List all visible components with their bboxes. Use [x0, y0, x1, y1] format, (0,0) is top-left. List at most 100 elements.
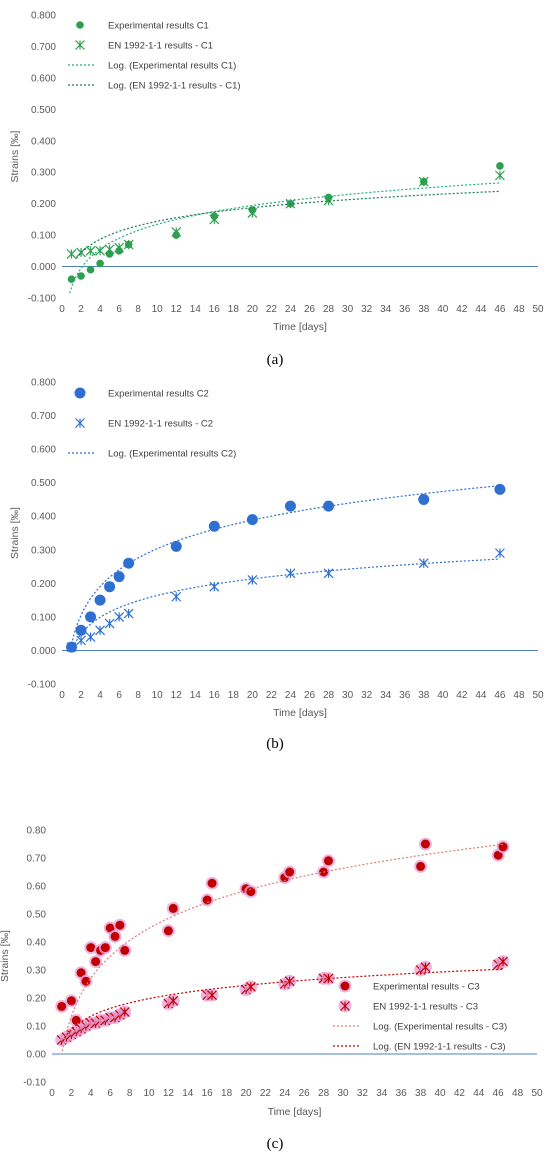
data-point [75, 624, 87, 636]
data-point [76, 247, 86, 258]
x-tick-label: 2 [78, 304, 84, 315]
caption-c: (c) [266, 1136, 284, 1152]
y-tick-label: 0.200 [31, 579, 56, 590]
x-tick-label: 0 [59, 304, 65, 315]
y-tick-label: 0.600 [31, 445, 56, 456]
data-point [170, 540, 182, 552]
x-tick-label: 48 [512, 1088, 524, 1099]
x-tick-label: 36 [396, 1088, 408, 1099]
data-point [420, 839, 430, 849]
data-point [202, 895, 212, 905]
caption-a: (a) [266, 352, 284, 368]
data-point [209, 214, 220, 225]
x-tick-label: 32 [357, 1088, 369, 1099]
data-point [496, 162, 504, 170]
data-point [105, 923, 115, 933]
data-point [104, 581, 116, 593]
data-point [323, 195, 334, 206]
data-point [323, 856, 333, 866]
y-tick-label: 0.000 [31, 646, 56, 657]
x-tick-label: 2 [69, 1088, 75, 1099]
data-point [120, 945, 130, 955]
x-tick-label: 6 [107, 1088, 113, 1099]
data-point [416, 861, 426, 871]
data-point [418, 493, 430, 505]
y-tick-label: 0.500 [31, 478, 56, 489]
y-tick-label: 0.100 [31, 612, 56, 623]
data-point [85, 632, 96, 642]
legend-item: Log. (Experimental results C2) [68, 449, 236, 460]
legend-item: Log. (Experimental results - C3) [333, 1022, 507, 1033]
x-tick-label: 26 [304, 304, 316, 315]
data-point [114, 611, 125, 622]
data-point [114, 242, 125, 253]
data-point [418, 176, 429, 187]
x-tick-label: 42 [456, 304, 468, 315]
x-tick-label: 30 [342, 304, 354, 315]
x-tick-label: 44 [475, 304, 487, 315]
x-tick-label: 20 [240, 1088, 252, 1099]
data-point [123, 608, 134, 619]
trend-line [73, 558, 500, 645]
y-tick-label: 0.500 [31, 105, 56, 116]
x-tick-label: 48 [513, 690, 525, 701]
legend-label: EN 1992-1-1 results - C2 [108, 419, 213, 430]
y-tick-label: 0.800 [31, 11, 56, 22]
x-tick-label: 20 [247, 690, 259, 701]
y-tick-label: 0.700 [31, 42, 56, 53]
data-point [77, 272, 85, 280]
x-tick-label: 38 [418, 690, 430, 701]
x-tick-label: 12 [171, 690, 183, 701]
chart-panel-a: -0.100 0.000 0.100 0.200 0.300 0.400 0.500 0.60… [0, 0, 550, 335]
y-tick-label: 0.60 [27, 882, 47, 893]
data-point [285, 568, 296, 579]
series-2 [55, 955, 510, 1047]
chart-c: -0.10 0.00 0.10 0.20 0.30 0.40 0.50 0.60 0.70 0.8… [0, 826, 543, 1119]
y-tick-label: 0.300 [31, 545, 56, 556]
x-tick-label: 14 [190, 690, 202, 701]
data-point [494, 548, 505, 559]
y-tick-label: 0.40 [27, 938, 47, 949]
data-point [123, 239, 134, 250]
x-tick-labels: 0 2 4 6 8 10 12 14 16 18 20 22 24 26 28 30 32 34 36 38 40 42 4… [59, 304, 544, 315]
x-tick-label: 36 [399, 690, 411, 701]
series-4 [60, 968, 504, 1046]
data-point [85, 245, 96, 256]
trend-line [75, 190, 500, 259]
y-tick-labels: -0.100 0.000 0.100 0.200 0.300 0.400 0.500 0.60… [28, 378, 57, 691]
x-tick-label: 32 [361, 304, 373, 315]
x-tick-label: 42 [456, 690, 468, 701]
x-tick-label: 50 [532, 304, 544, 315]
x-tick-label: 24 [285, 304, 297, 315]
data-point [95, 245, 106, 256]
x-tick-label: 22 [260, 1088, 272, 1099]
data-point [207, 990, 217, 1001]
data-point [420, 962, 431, 973]
data-point [340, 1001, 350, 1011]
trend-line [70, 485, 500, 649]
data-point [163, 926, 173, 936]
x-tick-label: 40 [434, 1088, 446, 1099]
legend-label: Experimental results C1 [108, 21, 209, 32]
data-point [115, 920, 125, 930]
data-point [498, 842, 508, 852]
data-point [85, 611, 97, 623]
data-point [86, 265, 95, 274]
data-point [94, 594, 106, 606]
series-3 [70, 485, 500, 649]
legend-item: Experimental results C2 [74, 387, 209, 400]
legend-item: Log. (EN 1992-1-1 results - C1) [68, 81, 241, 92]
x-tick-label: 38 [415, 1088, 427, 1099]
legend-label: Log. (Experimental results C1) [108, 61, 236, 72]
x-tick-label: 26 [299, 1088, 311, 1099]
y-axis-title: Strains [‰] [0, 930, 11, 982]
x-tick-label: 14 [182, 1088, 194, 1099]
data-point [76, 635, 86, 646]
y-tick-label: 0.000 [31, 262, 56, 273]
data-point [168, 903, 178, 913]
data-point [91, 957, 101, 967]
data-point [104, 244, 115, 255]
y-tick-label: 0.20 [27, 994, 47, 1005]
y-tick-label: 0.100 [31, 231, 56, 242]
